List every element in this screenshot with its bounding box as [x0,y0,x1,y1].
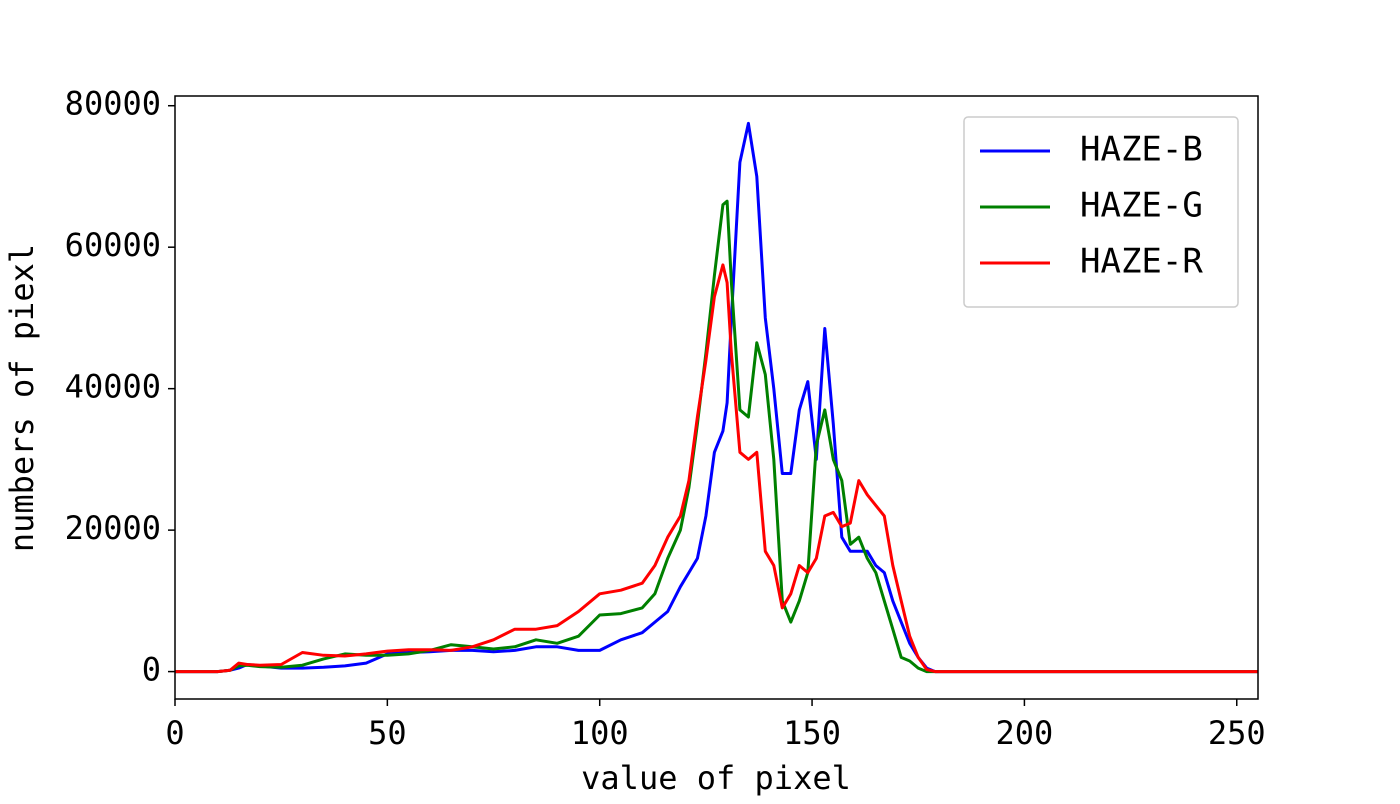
x-tick-label: 250 [1208,714,1266,752]
x-axis-label: value of pixel [581,759,851,797]
y-tick-label: 60000 [65,226,161,264]
legend-label: HAZE-B [1080,130,1203,170]
legend: HAZE-B HAZE-G HAZE-R [963,116,1239,308]
x-tick-label: 0 [165,714,184,752]
x-tick-label: 150 [783,714,841,752]
x-tick-label: 100 [571,714,629,752]
legend-box [963,116,1239,308]
x-tick-label: 200 [996,714,1054,752]
line-series [175,263,1258,674]
line-series [175,199,1258,674]
y-tick-label: 80000 [65,85,161,123]
y-tick-label: 40000 [65,368,161,406]
plot-frame [174,95,1259,700]
y-tick-label: 0 [142,651,161,689]
line-series [175,121,1258,674]
x-tick-label: 50 [368,714,407,752]
legend-label: HAZE-G [1080,186,1203,226]
legend-label: HAZE-R [1080,242,1203,282]
y-tick-label: 20000 [65,509,161,547]
y-axis-label: numbers of piexl [3,244,41,552]
